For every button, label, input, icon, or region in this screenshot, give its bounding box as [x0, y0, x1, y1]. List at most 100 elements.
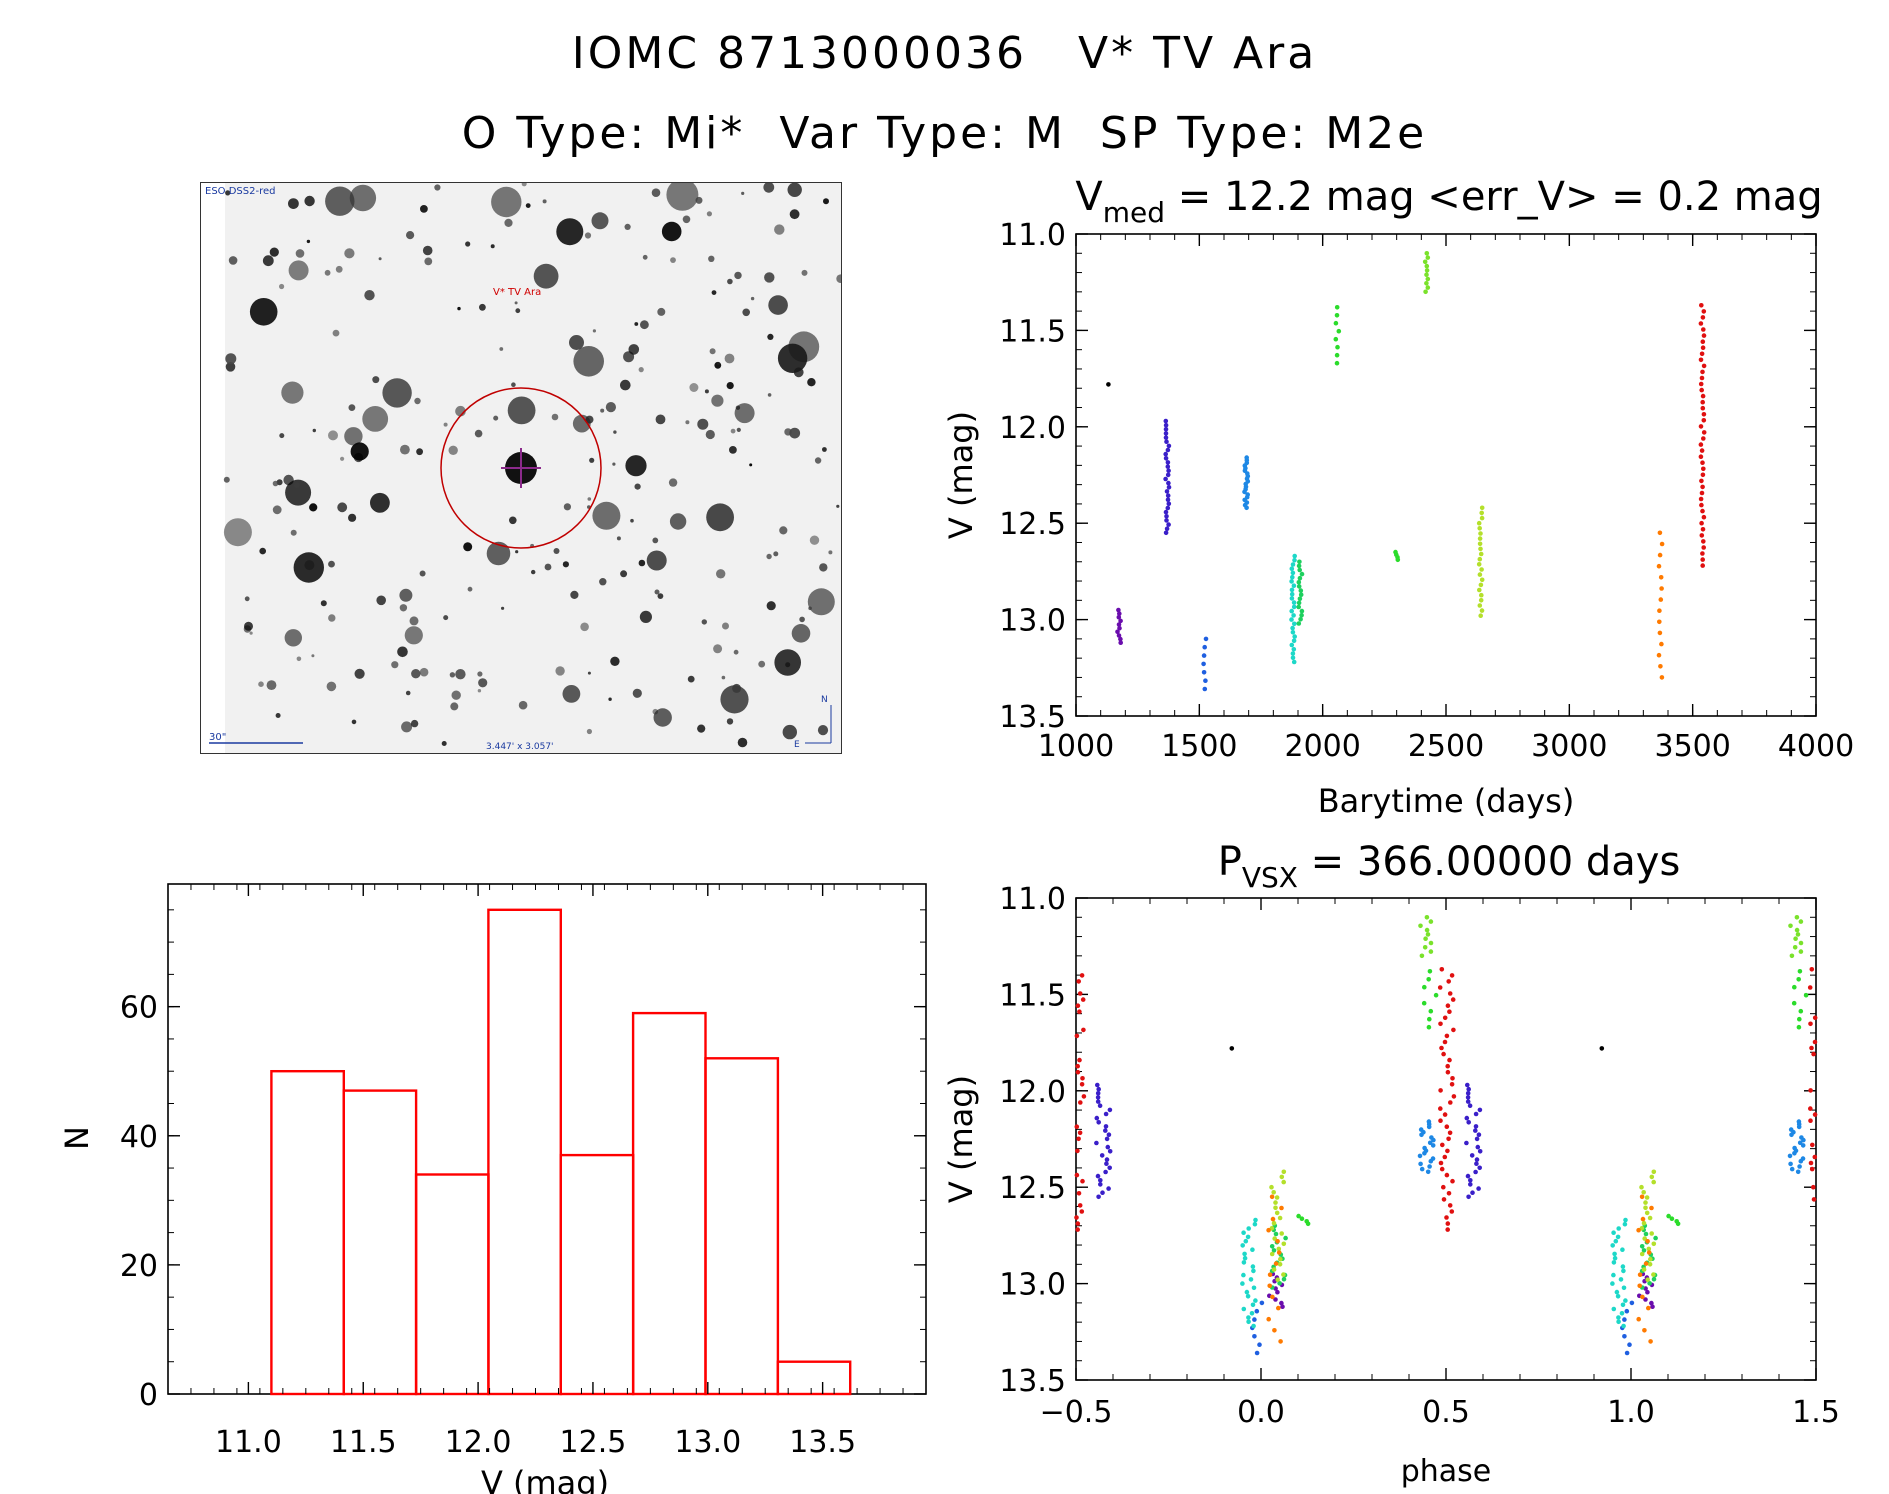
field-star: [711, 290, 717, 295]
phased-point: [1792, 1151, 1797, 1156]
field-star: [768, 295, 788, 315]
phased-point: [1808, 1021, 1813, 1027]
phased-point: [1098, 1182, 1103, 1187]
phased-point: [1242, 1251, 1247, 1257]
target-label: V* TV Ara: [493, 287, 541, 298]
lightcurve-point: [1297, 575, 1303, 581]
phased-point: [1094, 1140, 1099, 1146]
lightcurve-point: [1203, 636, 1209, 642]
field-star: [697, 724, 706, 733]
field-star: [555, 666, 565, 676]
phased-point: [1622, 1221, 1628, 1227]
field-star: [448, 445, 458, 455]
field-star: [708, 255, 715, 262]
phased-point: [1075, 1221, 1081, 1226]
phased-point: [1078, 1100, 1083, 1105]
lightcurve-point: [1164, 439, 1169, 445]
lightcurve-point: [1333, 336, 1339, 342]
field-star: [630, 518, 634, 523]
lightcurve-point: [1299, 608, 1305, 614]
field-star: [312, 428, 316, 433]
lightcurve-point: [1165, 447, 1171, 453]
phased-title: PVSX = 366.00000 days: [1218, 839, 1681, 894]
phased-point: [1104, 1161, 1109, 1166]
phased-point: [1427, 1164, 1432, 1169]
phased-point: [1075, 1148, 1080, 1154]
phased-point: [1245, 1234, 1251, 1240]
lightcurve-point: [1700, 508, 1705, 514]
phased-point: [1279, 1300, 1284, 1306]
phased-point: [1259, 1300, 1265, 1306]
phased-point: [1812, 1112, 1818, 1117]
lightcurve-point: [1425, 276, 1431, 282]
phased-point: [1077, 1057, 1082, 1063]
phased-point: [1440, 1142, 1445, 1148]
phased-point: [1644, 1210, 1650, 1216]
field-star: [288, 198, 299, 209]
field-star: [311, 654, 315, 658]
y-tick-label: 13.5: [999, 700, 1066, 735]
phased-point: [1269, 1251, 1275, 1257]
field-star: [228, 256, 238, 265]
phased-point: [1610, 1281, 1615, 1286]
phased-point: [1445, 1063, 1450, 1069]
x-tick-label: 3500: [1654, 729, 1730, 764]
phased-point: [1612, 1255, 1618, 1261]
field-star: [642, 254, 648, 260]
lightcurve-point: [1289, 608, 1294, 614]
field-star: [612, 462, 616, 466]
phased-point: [1444, 1172, 1450, 1178]
field-star: [225, 353, 237, 365]
lightcurve-point: [1659, 641, 1664, 647]
phased-point: [1271, 1267, 1277, 1272]
field-star: [328, 614, 336, 622]
field-star: [777, 343, 808, 373]
lightcurve-point: [1289, 566, 1295, 571]
phased-point: [1273, 1261, 1279, 1266]
phased-point: [1422, 984, 1427, 990]
phased-point: [1808, 1118, 1813, 1123]
field-star: [625, 455, 647, 477]
phased-point: [1103, 1124, 1109, 1129]
lightcurve-point: [1117, 625, 1122, 631]
field-star: [351, 719, 357, 725]
lightcurve-point: [1700, 369, 1705, 375]
field-star: [493, 415, 499, 421]
phased-point: [1615, 1294, 1621, 1299]
field-star: [669, 513, 687, 530]
phased-point: [1107, 1149, 1113, 1154]
phased-point: [1624, 1308, 1630, 1314]
phased-point: [1079, 973, 1085, 978]
phased-point: [1422, 945, 1428, 950]
phased-point: [1466, 1120, 1471, 1125]
phased-point: [1076, 1136, 1081, 1142]
phased-point: [1242, 1255, 1248, 1261]
phased-point: [1789, 953, 1795, 959]
phased-point: [1240, 1243, 1245, 1248]
lightcurve-point: [1118, 618, 1123, 624]
phased-point: [1812, 1154, 1818, 1160]
phased-point: [1276, 1305, 1281, 1311]
field-star: [569, 335, 584, 350]
phased-point: [1271, 1190, 1276, 1195]
phased-point: [1277, 1281, 1282, 1286]
phased-point: [1789, 1132, 1794, 1138]
lightcurve-point: [1202, 686, 1208, 692]
phased-point: [1283, 1235, 1288, 1241]
field-star: [249, 631, 253, 635]
lightcurve-point: [1701, 363, 1707, 369]
phased-point: [1474, 1136, 1480, 1142]
x-tick-label: 11.5: [330, 1425, 397, 1460]
lightcurve-point: [1299, 612, 1304, 618]
lightcurve-point: [1333, 320, 1339, 326]
phased-point: [1424, 915, 1430, 920]
phased-point: [1243, 1238, 1249, 1244]
phased-point: [1468, 1182, 1473, 1187]
lightcurve-point: [1292, 634, 1297, 639]
field-star: [562, 561, 569, 568]
phased-point: [1244, 1289, 1250, 1295]
field-star: [720, 685, 749, 714]
lightcurve-point: [1477, 572, 1483, 577]
lightcurve-point: [1477, 603, 1483, 608]
lightcurve-point: [1165, 460, 1171, 465]
